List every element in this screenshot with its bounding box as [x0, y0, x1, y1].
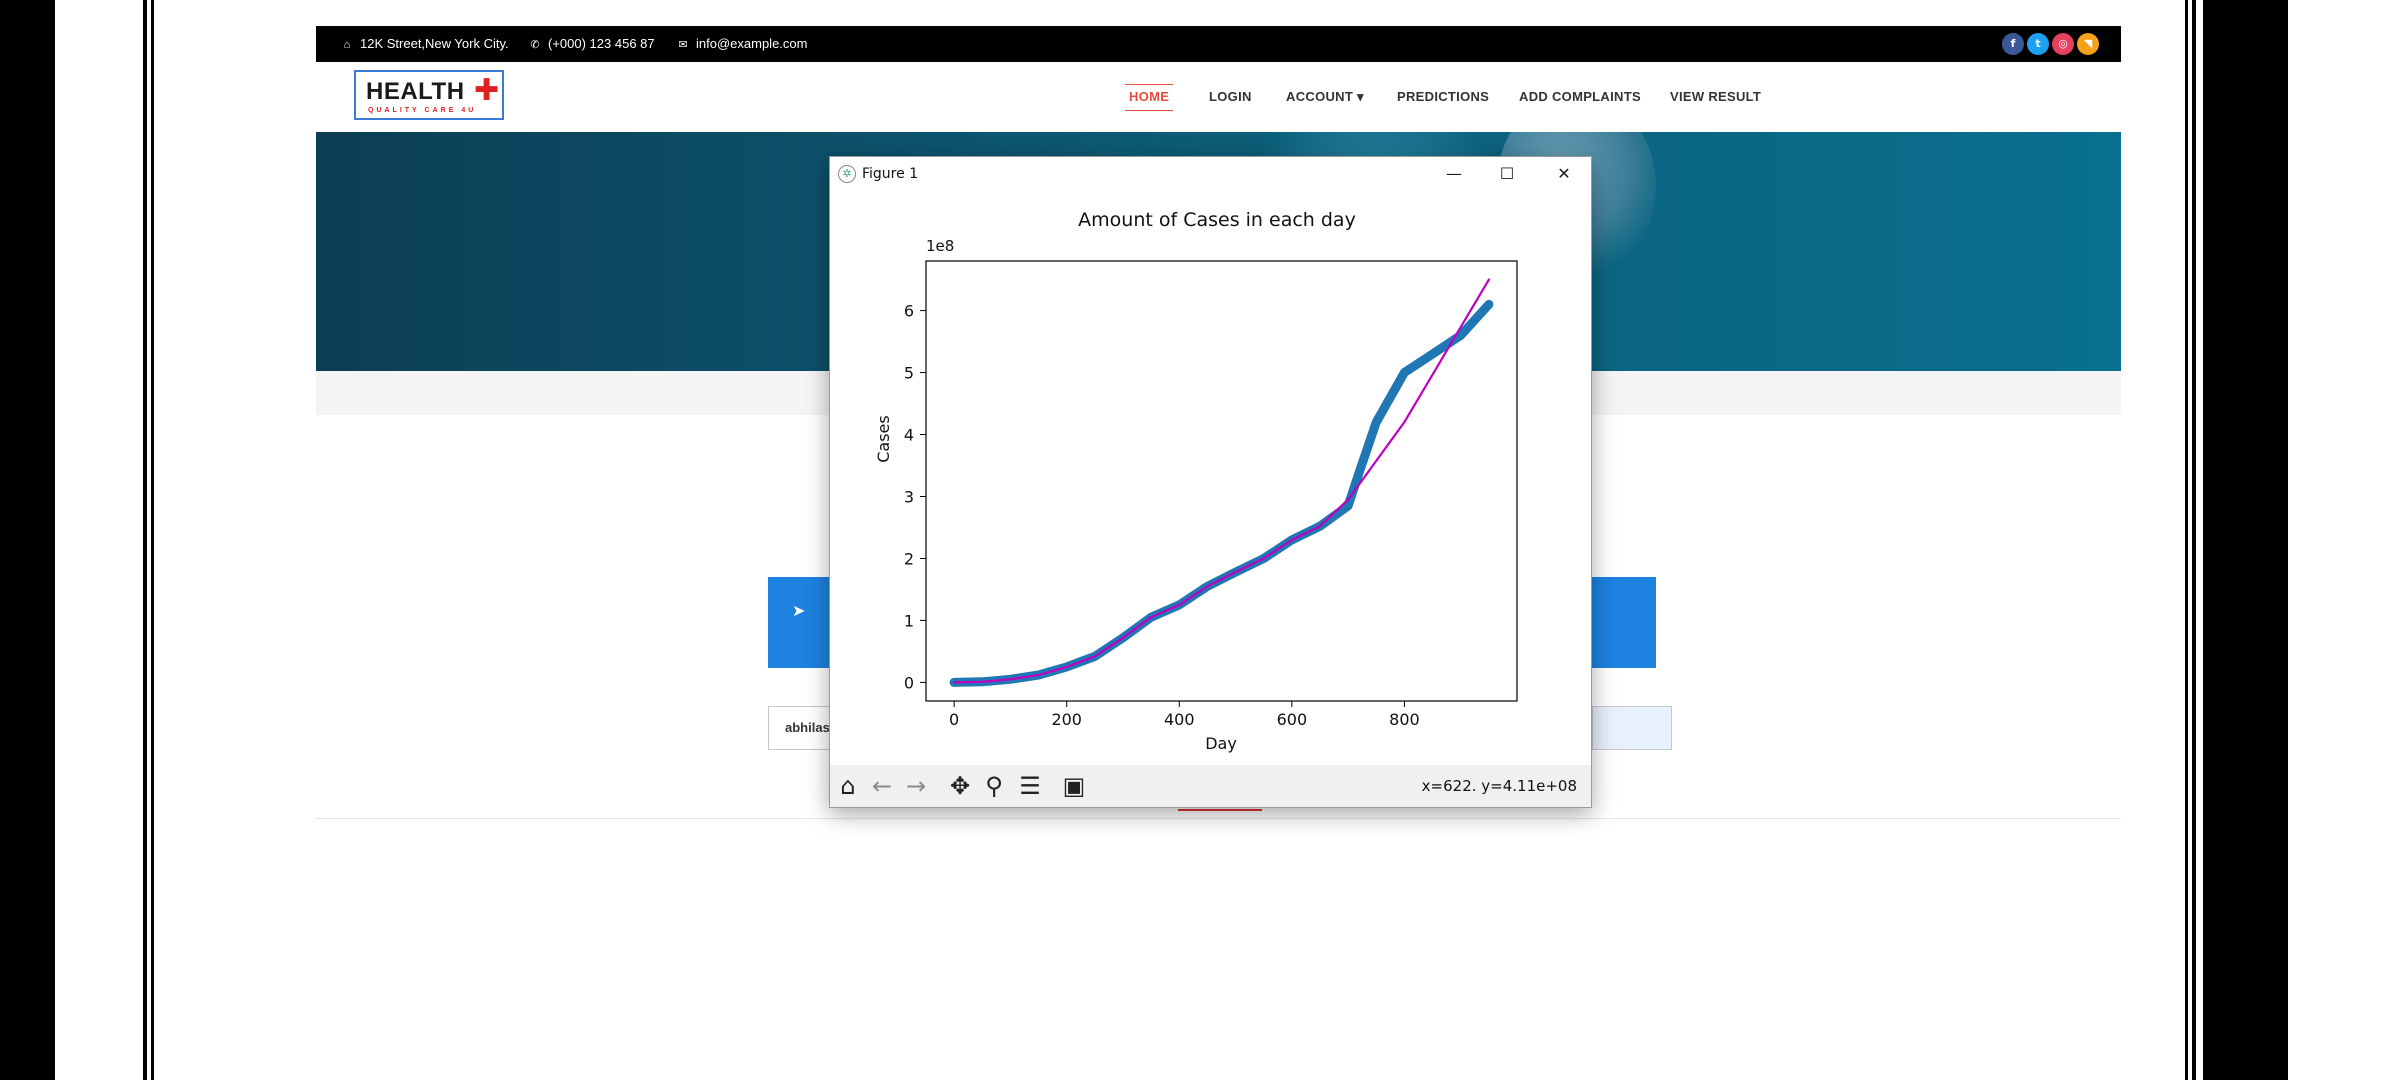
y-axis-label: Cases: [874, 415, 893, 463]
data-point-actual: [1456, 331, 1465, 340]
forward-arrow-icon[interactable]: →: [905, 772, 927, 800]
phone-text: (+000) 123 456 87: [548, 36, 655, 51]
site-logo[interactable]: HEALTH ✚ QUALITY CARE 4U: [354, 70, 504, 120]
data-point-fit: [1178, 603, 1181, 606]
main-navbar: HEALTH ✚ QUALITY CARE 4U HOME LOGIN ACCOUN…: [316, 62, 2121, 132]
chart-title: Amount of Cases in each day: [1078, 209, 1356, 231]
left-frame-border: [0, 0, 55, 1080]
top-info-bar: ⌂ 12K Street,New York City. ✆ (+000) 123 4…: [316, 26, 2121, 62]
data-point-actual: [1344, 501, 1353, 510]
logo-brand-name: HEALTH: [366, 78, 465, 105]
y-offset-label: 1e8: [926, 237, 954, 255]
location-arrow-icon: ➤: [792, 601, 806, 620]
email-info[interactable]: ✉ info@example.com: [676, 26, 807, 62]
right-frame-border: [2203, 0, 2288, 1080]
data-point-fit: [1122, 636, 1124, 639]
data-point-fit: [1065, 665, 1068, 668]
right-frame-line-2: [2192, 0, 2196, 1080]
data-point-fit: [1347, 498, 1350, 501]
address-info: ⌂ 12K Street,New York City.: [340, 26, 509, 62]
data-point-fit: [1206, 585, 1209, 588]
rss-icon[interactable]: ◥: [2077, 33, 2099, 55]
y-tick-label: 2: [904, 549, 914, 568]
envelope-icon: ✉: [678, 39, 688, 51]
nav-item-home[interactable]: HOME: [1124, 62, 1174, 132]
data-point-fit: [1037, 674, 1040, 676]
cursor-coordinate-readout: x=622. y=4.11e+08: [1421, 777, 1577, 795]
x-tick-label: 0: [949, 710, 959, 729]
x-axis-label: Day: [1205, 734, 1237, 753]
window-title: Figure 1: [862, 166, 919, 182]
medical-cross-icon: ✚: [474, 73, 500, 108]
phone-info: ✆ (+000) 123 456 87: [528, 26, 655, 62]
y-tick-label: 1: [904, 611, 914, 630]
data-point-fit: [1150, 616, 1153, 619]
input-field-highlight[interactable]: [1592, 707, 1671, 749]
data-point-fit: [1234, 571, 1237, 574]
data-point-fit: [1262, 557, 1265, 560]
nav-item-account[interactable]: ACCOUNT ▾: [1286, 89, 1364, 104]
left-frame-line-2: [151, 0, 154, 1080]
user-input-value[interactable]: abhilas: [785, 720, 830, 735]
data-point-fit: [1009, 678, 1012, 681]
address-text: 12K Street,New York City.: [360, 36, 509, 51]
nav-item-add-complaints[interactable]: ADD COMPLAINTS: [1519, 89, 1641, 104]
series-line-actual: [949, 299, 1494, 687]
figure-toolbar: x=622. y=4.11e+08 ⌂ ← → ✥ ⚲ ☰ ▣: [830, 765, 1591, 807]
data-point-fit: [1319, 525, 1321, 528]
plot-canvas[interactable]: Amount of Cases in each day 1e8 0 200 400 6…: [830, 191, 1591, 765]
save-disk-icon[interactable]: ▣: [1062, 772, 1086, 800]
series-layer: [949, 278, 1494, 687]
series-line-fit: [952, 278, 1491, 684]
data-point-actual: [1484, 300, 1493, 309]
zoom-magnifier-icon[interactable]: ⚲: [985, 772, 1003, 800]
y-tick-label: 4: [904, 426, 914, 445]
axes-frame: [925, 260, 1518, 702]
x-tick-label: 400: [1164, 710, 1195, 729]
right-frame-line-1: [2185, 0, 2188, 1080]
phone-icon: ✆: [530, 39, 540, 51]
nav-item-view-result[interactable]: VIEW RESULT: [1670, 89, 1762, 104]
data-point-actual: [1428, 350, 1437, 358]
y-tick-label: 0: [904, 673, 914, 692]
data-point-actual: [1372, 418, 1381, 427]
data-point-actual: [1400, 368, 1409, 377]
data-point-fit: [1403, 421, 1406, 424]
x-tick-label: 200: [1051, 710, 1082, 729]
data-point-fit: [1487, 278, 1490, 281]
axis-ticks: 0 200 400 600 800 0 1 2 3 4 5 6: [904, 302, 1420, 729]
x-tick-label: 600: [1277, 710, 1308, 729]
data-point-actual: [1355, 467, 1364, 476]
data-point-fit: [1290, 538, 1293, 541]
back-arrow-icon[interactable]: ←: [871, 772, 893, 800]
nav-item-login[interactable]: LOGIN: [1209, 89, 1252, 104]
close-button[interactable]: ✕: [1557, 164, 1571, 183]
window-titlebar[interactable]: ✲ Figure 1 — ☐ ✕: [830, 157, 1591, 191]
logo-tagline: QUALITY CARE 4U: [368, 107, 477, 114]
figure-window[interactable]: ✲ Figure 1 — ☐ ✕ Amount of Cases in each…: [829, 156, 1592, 808]
x-tick-label: 800: [1389, 710, 1420, 729]
submit-button-edge[interactable]: [1178, 809, 1262, 811]
matplotlib-logo-icon: ✲: [838, 165, 856, 183]
facebook-icon[interactable]: f: [2002, 33, 2024, 55]
home-icon[interactable]: ⌂: [840, 772, 856, 800]
data-point-fit: [953, 681, 956, 684]
y-tick-label: 3: [904, 487, 914, 506]
data-point-fit: [1093, 655, 1096, 658]
maximize-button[interactable]: ☐: [1499, 164, 1515, 183]
minimize-button[interactable]: —: [1446, 164, 1462, 183]
instagram-icon[interactable]: ◎: [2052, 33, 2074, 55]
email-text[interactable]: info@example.com: [696, 36, 808, 51]
nav-item-predictions[interactable]: PREDICTIONS: [1397, 89, 1490, 104]
twitter-icon[interactable]: t: [2027, 33, 2049, 55]
home-icon: ⌂: [343, 39, 351, 51]
data-point-fit: [981, 680, 984, 683]
footer-divider: [316, 818, 2121, 819]
subplots-config-icon[interactable]: ☰: [1019, 772, 1041, 800]
y-tick-label: 5: [904, 364, 914, 383]
pan-icon[interactable]: ✥: [949, 772, 971, 800]
left-frame-line-1: [143, 0, 147, 1080]
y-tick-label: 6: [904, 302, 914, 321]
